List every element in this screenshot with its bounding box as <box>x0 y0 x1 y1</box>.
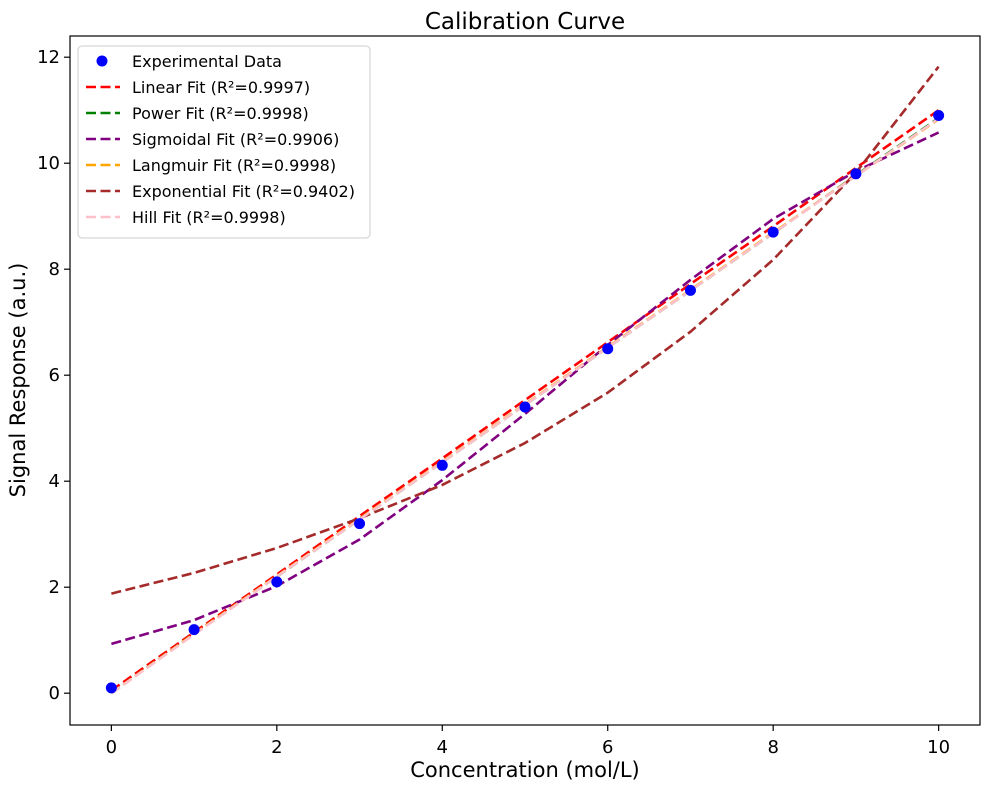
fit-line-0 <box>110 109 940 692</box>
fit-line-4 <box>111 65 940 595</box>
x-tick-label: 4 <box>437 737 448 758</box>
legend-label-0: Linear Fit (R²=0.9997) <box>132 78 310 97</box>
legend-label-data: Experimental Data <box>132 52 282 71</box>
y-tick-label: 10 <box>37 153 60 174</box>
fit-line-5 <box>110 117 940 695</box>
y-tick-label: 6 <box>49 365 60 386</box>
chart-title: Calibration Curve <box>425 9 625 35</box>
data-point <box>684 284 696 296</box>
y-tick-label: 4 <box>49 471 60 492</box>
data-point <box>519 401 531 413</box>
data-point <box>602 343 614 355</box>
data-point <box>850 168 862 180</box>
legend-label-3: Langmuir Fit (R²=0.9998) <box>132 156 336 175</box>
data-point <box>436 459 448 471</box>
x-tick-label: 0 <box>106 737 117 758</box>
legend: Experimental Data Linear Fit (R²=0.9997) P… <box>77 45 371 239</box>
legend-label-5: Hill Fit (R²=0.9998) <box>132 208 286 227</box>
data-point <box>105 682 117 694</box>
legend-label-1: Power Fit (R²=0.9998) <box>132 104 309 123</box>
data-point <box>354 518 366 530</box>
y-tick-label: 8 <box>49 259 60 280</box>
data-point <box>767 226 779 238</box>
x-tick-label: 10 <box>927 737 950 758</box>
x-tick-label: 2 <box>271 737 282 758</box>
legend-label-4: Exponential Fit (R²=0.9402) <box>132 182 355 201</box>
x-tick-label: 8 <box>767 737 778 758</box>
legend-marker-data <box>96 55 108 67</box>
y-axis-label: Signal Response (a.u.) <box>6 263 30 498</box>
x-axis-label: Concentration (mol/L) <box>410 758 640 782</box>
plot-area: 0 2 4 6 8 10 0 2 4 6 8 10 12 <box>37 35 981 758</box>
data-point <box>271 576 283 588</box>
axes-frame <box>69 35 981 726</box>
y-tick-label: 12 <box>37 47 60 68</box>
y-tick-label: 0 <box>49 683 60 704</box>
x-tick-label: 6 <box>602 737 613 758</box>
legend-label-2: Sigmoidal Fit (R²=0.9906) <box>132 130 339 149</box>
data-point <box>933 110 945 121</box>
legend-box <box>77 45 371 239</box>
data-point <box>188 624 200 636</box>
y-tick-label: 2 <box>49 577 60 598</box>
